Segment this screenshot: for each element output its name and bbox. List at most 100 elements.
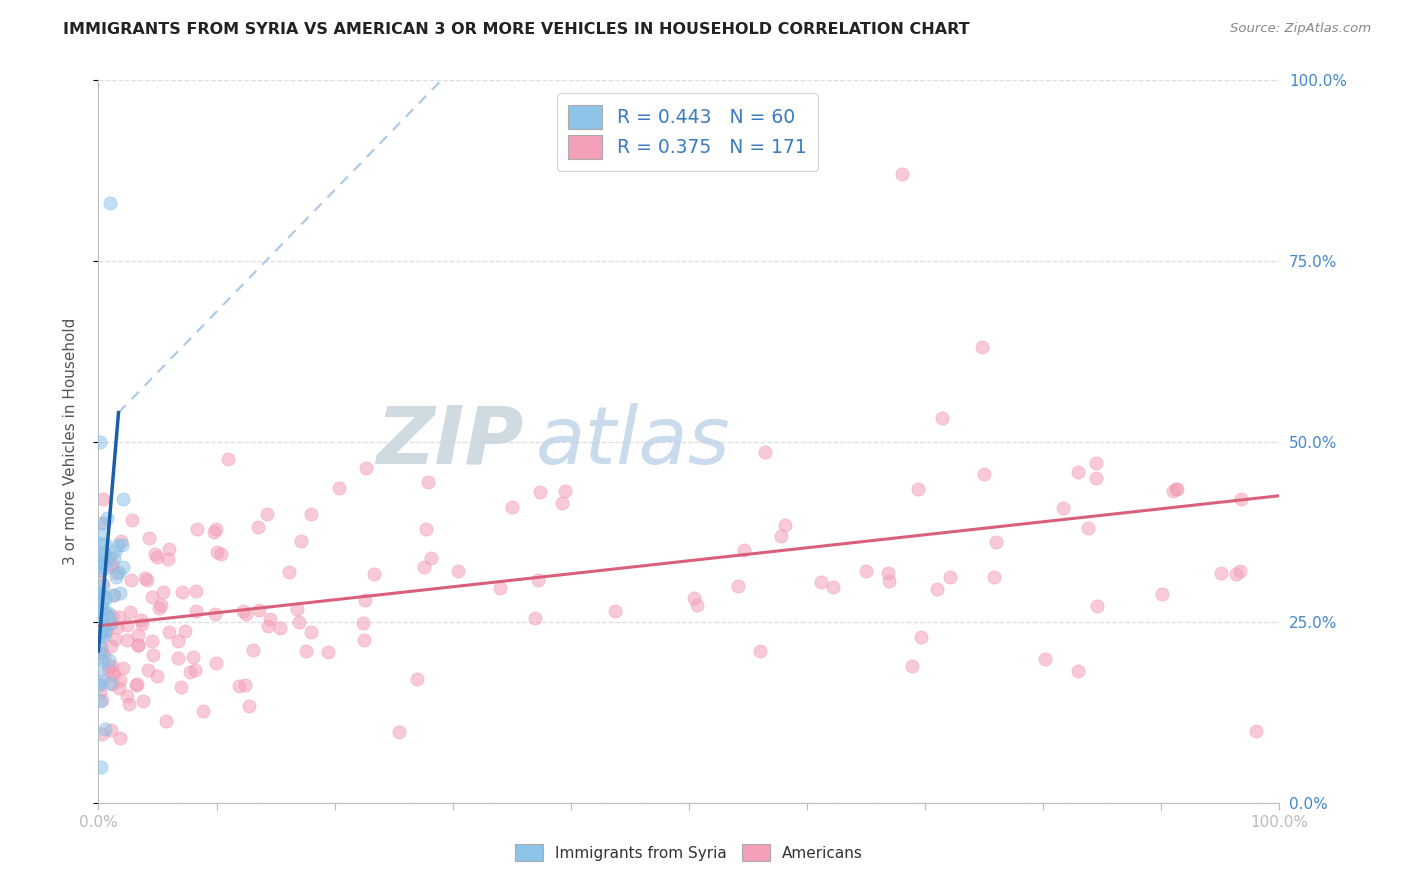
Point	[87, 602, 110, 616]
Point	[191, 704, 214, 718]
Point	[94, 592, 117, 607]
Point	[91, 620, 114, 634]
Point	[204, 607, 226, 621]
Point	[984, 534, 1007, 549]
Point	[278, 565, 301, 579]
Point	[100, 723, 122, 737]
Point	[152, 584, 174, 599]
Point	[89, 587, 111, 601]
Point	[877, 566, 900, 581]
Point	[287, 615, 309, 630]
Point	[686, 598, 709, 612]
Point	[877, 574, 900, 589]
Point	[1085, 599, 1108, 613]
Point	[353, 633, 375, 648]
Point	[127, 638, 149, 652]
Point	[205, 544, 228, 558]
Point	[90, 727, 112, 741]
Point	[101, 557, 124, 571]
Point	[89, 638, 111, 652]
Point	[184, 604, 207, 618]
Point	[232, 604, 254, 618]
Point	[354, 593, 377, 607]
Point	[181, 650, 204, 665]
Point	[93, 648, 115, 663]
Point	[1164, 482, 1187, 496]
Point	[118, 698, 141, 712]
Point	[90, 662, 112, 676]
Point	[146, 669, 169, 683]
Point	[973, 467, 995, 481]
Point	[90, 625, 112, 640]
Point	[134, 571, 156, 585]
Point	[1052, 500, 1074, 515]
Point	[87, 624, 110, 638]
Point	[550, 496, 572, 510]
Point	[683, 591, 706, 605]
Point	[89, 536, 111, 550]
Point	[1229, 564, 1251, 578]
Point	[111, 661, 134, 675]
Point	[101, 677, 124, 691]
Point	[89, 587, 111, 601]
Point	[447, 564, 470, 578]
Point	[524, 611, 547, 625]
Point	[290, 533, 312, 548]
Point	[143, 547, 166, 561]
Point	[405, 672, 427, 686]
Point	[94, 607, 117, 622]
Point	[87, 678, 110, 692]
Point	[233, 678, 256, 692]
Point	[89, 555, 111, 569]
Point	[931, 411, 953, 425]
Point	[1225, 567, 1247, 582]
Point	[129, 613, 152, 627]
Point	[93, 603, 115, 617]
Point	[352, 616, 374, 631]
Point	[983, 570, 1005, 584]
Point	[112, 492, 135, 507]
Point	[111, 537, 134, 551]
Point	[89, 619, 111, 633]
Point	[96, 608, 118, 623]
Point	[108, 565, 131, 579]
Point	[107, 681, 129, 695]
Point	[146, 549, 169, 564]
Point	[91, 576, 114, 591]
Point	[179, 665, 201, 680]
Point	[87, 527, 110, 541]
Point	[238, 698, 260, 713]
Point	[98, 658, 121, 673]
Point	[125, 678, 148, 692]
Point	[101, 588, 124, 602]
Point	[299, 624, 322, 639]
Point	[90, 646, 112, 660]
Point	[94, 722, 117, 736]
Point	[155, 714, 177, 728]
Point	[419, 551, 441, 566]
Point	[209, 547, 232, 561]
Text: atlas: atlas	[536, 402, 730, 481]
Point	[167, 633, 190, 648]
Point	[235, 607, 257, 622]
Point	[91, 693, 114, 707]
Point	[93, 628, 115, 642]
Point	[90, 640, 112, 655]
Point	[907, 483, 929, 497]
Point	[149, 599, 172, 613]
Point	[108, 585, 131, 599]
Point	[90, 612, 112, 626]
Point	[100, 639, 122, 653]
Point	[98, 550, 121, 565]
Point	[131, 616, 153, 631]
Point	[100, 558, 122, 573]
Point	[89, 676, 111, 690]
Point	[103, 588, 125, 602]
Point	[184, 664, 207, 678]
Point	[135, 573, 157, 587]
Point	[501, 500, 523, 514]
Point	[754, 445, 776, 459]
Point	[773, 518, 796, 533]
Point	[87, 590, 110, 604]
Point	[112, 559, 135, 574]
